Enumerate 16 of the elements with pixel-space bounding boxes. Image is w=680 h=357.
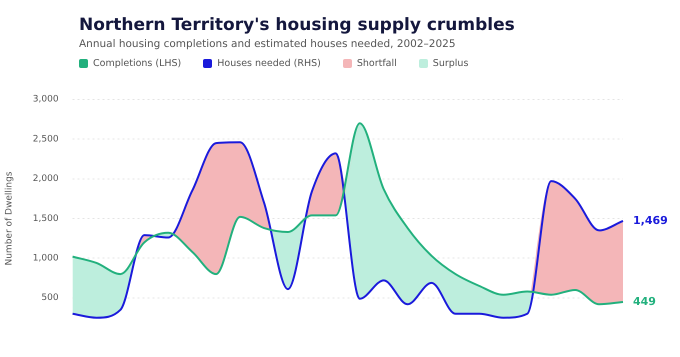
legend-label: Shortfall [356,58,397,69]
y-tick-label: 2,500 [32,134,59,144]
data-label: 1,469 [633,214,668,227]
legend-label: Surplus [432,58,468,69]
y-tick-label: 3,000 [32,94,59,105]
y-tick-label: 1,500 [32,214,59,224]
line-series [72,141,624,319]
data-label: 449 [633,294,656,308]
legend-label: Houses needed (RHS) [217,58,321,69]
y-tick-label: 1,000 [32,254,59,264]
y-tick-label: 2,000 [32,174,59,184]
legend-label: Completions (LHS) [93,58,182,69]
y-tick-label: 500 [41,293,59,304]
chart-subtitle: Annual housing completions and estimated houses needed, 2002–2025 [79,38,456,50]
chart-title: Northern Territory's housing supply crumbles [79,15,515,35]
y-axis-title: Number of Dwellings [4,171,15,266]
